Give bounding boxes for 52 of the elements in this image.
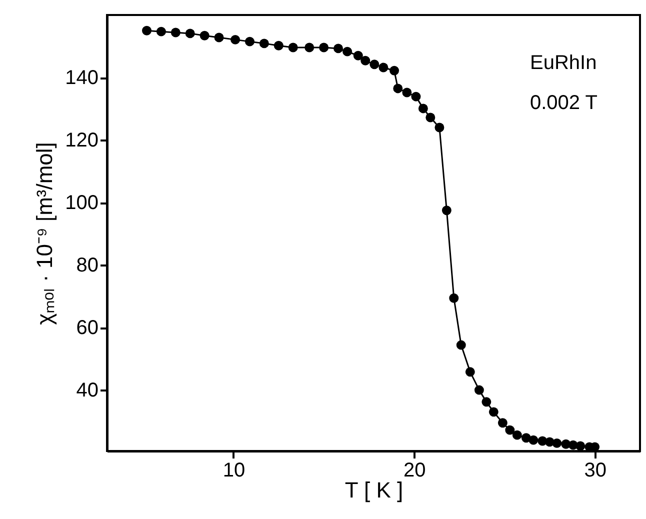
point [378,62,388,72]
point [576,441,586,451]
point [528,435,538,445]
point [259,38,269,48]
point [449,293,459,303]
point [465,367,475,377]
point [304,42,314,52]
point [200,30,210,40]
point [319,42,329,52]
point [512,430,522,440]
y-tick-label: 120 [65,130,98,152]
point [390,66,400,76]
annotation: 0.002 T [530,92,598,114]
point [274,40,284,50]
point [170,28,180,38]
point [156,26,166,36]
y-tick-label: 100 [65,192,98,214]
y-axis-title: χₘₒₗ · 10⁻⁹ [m³/mol] [32,142,58,325]
point [505,425,515,435]
point [393,84,403,94]
point [353,50,363,60]
point [334,44,344,54]
point [342,46,352,56]
point [418,104,428,114]
point [488,407,498,417]
point [288,42,298,52]
point [426,112,436,122]
point [230,34,240,44]
y-tick-label: 40 [76,380,98,402]
y-tick-label: 60 [76,317,98,340]
point [360,56,370,66]
point [244,36,254,46]
y-tick-label: 80 [76,254,98,277]
point [142,26,152,36]
point [482,397,492,407]
x-tick-label: 10 [222,460,246,482]
point [474,385,484,395]
point [498,418,508,428]
x-axis-title: T [ K ] [344,478,404,502]
point [402,88,412,98]
point [552,438,562,448]
point [442,206,452,216]
annotation: EuRhIn [530,52,597,74]
point [456,340,466,350]
y-tick-label: 140 [65,67,98,90]
x-tick-label: 20 [404,460,426,482]
point [434,122,444,132]
x-tick-label: 30 [584,460,606,482]
point [185,28,195,38]
point [370,60,380,70]
point [214,32,224,42]
point [411,92,421,102]
